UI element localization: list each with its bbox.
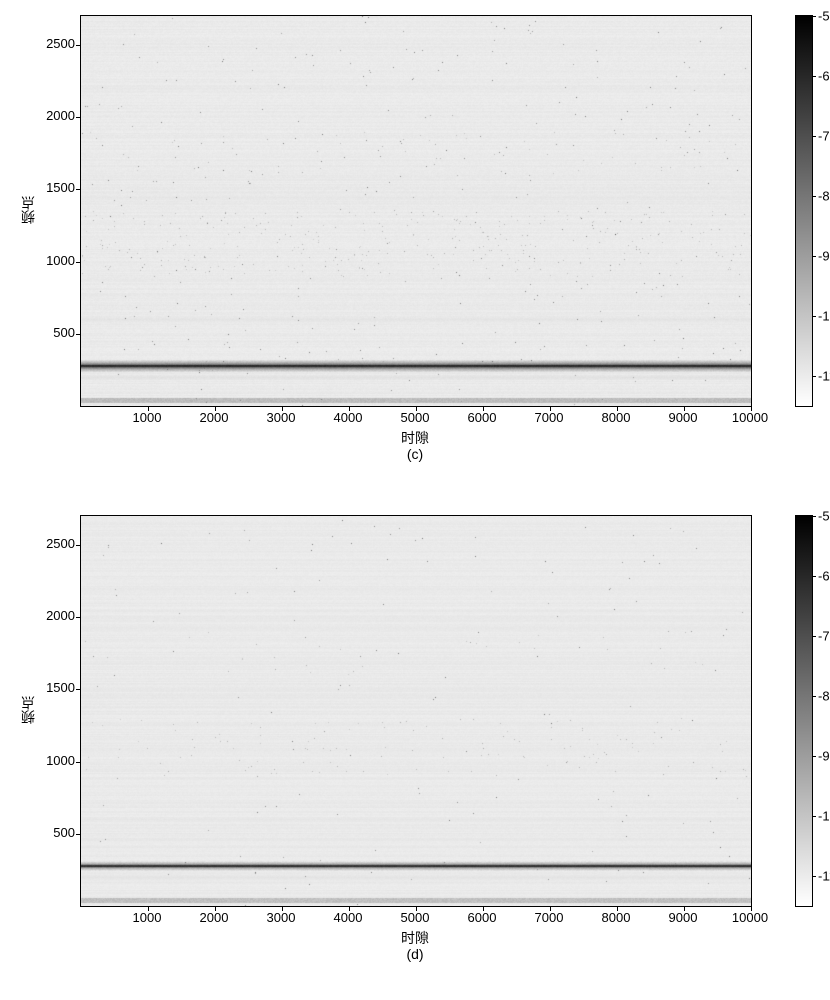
- xtick-label: 1000: [133, 910, 162, 925]
- cb-tick-mark: [812, 136, 816, 137]
- ytick-label: 500: [35, 825, 75, 840]
- xtick-label: 10000: [732, 910, 768, 925]
- spectrogram-canvas-c: [81, 16, 751, 406]
- colorbar-c: -50 -60 -70 -80 -90 -100 -110: [795, 15, 813, 407]
- xtick-label: 7000: [535, 910, 564, 925]
- colorbar-gradient: [796, 516, 812, 906]
- xtick-label: 5000: [401, 910, 430, 925]
- xtick-label: 2000: [200, 910, 229, 925]
- xtick-label: 9000: [669, 910, 698, 925]
- ytick-label: 2000: [35, 608, 75, 623]
- ytick-label: 2500: [35, 536, 75, 551]
- subplot-label-c: (c): [80, 446, 750, 462]
- x-axis-label-c: 时隙: [80, 428, 750, 448]
- xtick-label: 2000: [200, 410, 229, 425]
- cb-tick-mark: [812, 516, 816, 517]
- ytick-label: 2000: [35, 108, 75, 123]
- cb-tick-mark: [812, 16, 816, 17]
- cb-tick-label: -70: [818, 129, 830, 144]
- ytick-label: 1500: [35, 180, 75, 195]
- panel-d: 500 1000 1500 2000 2500 1000 2000 3000 4…: [0, 510, 830, 990]
- cb-tick-mark: [812, 196, 816, 197]
- ytick-mark: [76, 617, 81, 618]
- y-axis-label-d: 频点: [18, 675, 38, 745]
- cb-tick-label: -110: [818, 869, 830, 884]
- cb-tick-label: -90: [818, 249, 830, 264]
- xtick-label: 5000: [401, 410, 430, 425]
- ytick-mark: [76, 545, 81, 546]
- ytick-label: 500: [35, 325, 75, 340]
- xtick-label: 8000: [602, 410, 631, 425]
- cb-tick-label: -70: [818, 629, 830, 644]
- cb-tick-mark: [812, 576, 816, 577]
- ytick-mark: [76, 762, 81, 763]
- ytick-label: 1500: [35, 680, 75, 695]
- xtick-label: 7000: [535, 410, 564, 425]
- ytick-mark: [76, 45, 81, 46]
- cb-tick-mark: [812, 876, 816, 877]
- ytick-mark: [76, 117, 81, 118]
- cb-tick-label: -80: [818, 689, 830, 704]
- panel-c: 500 1000 1500 2000 2500 1000 2000 3000 4…: [0, 10, 830, 480]
- xtick-label: 8000: [602, 910, 631, 925]
- ytick-label: 1000: [35, 253, 75, 268]
- cb-tick-mark: [812, 636, 816, 637]
- figure-page: 500 1000 1500 2000 2500 1000 2000 3000 4…: [0, 0, 830, 1000]
- xtick-label: 3000: [267, 910, 296, 925]
- cb-tick-label: -60: [818, 69, 830, 84]
- x-axis-label-d: 时隙: [80, 928, 750, 948]
- xtick-label: 4000: [334, 910, 363, 925]
- cb-tick-label: -100: [818, 809, 830, 824]
- xtick-label: 9000: [669, 410, 698, 425]
- ytick-mark: [76, 189, 81, 190]
- cb-tick-label: -60: [818, 569, 830, 584]
- cb-tick-mark: [812, 696, 816, 697]
- xtick-label: 10000: [732, 410, 768, 425]
- xtick-label: 4000: [334, 410, 363, 425]
- cb-tick-label: -100: [818, 309, 830, 324]
- spectrogram-canvas-d: [81, 516, 751, 906]
- subplot-label-d: (d): [80, 946, 750, 962]
- cb-tick-label: -50: [818, 9, 830, 24]
- cb-tick-label: -90: [818, 749, 830, 764]
- cb-tick-mark: [812, 76, 816, 77]
- xtick-label: 6000: [468, 910, 497, 925]
- cb-tick-mark: [812, 376, 816, 377]
- cb-tick-label: -80: [818, 189, 830, 204]
- ytick-mark: [76, 689, 81, 690]
- colorbar-gradient: [796, 16, 812, 406]
- y-axis-label-c: 频点: [18, 175, 38, 245]
- xtick-label: 6000: [468, 410, 497, 425]
- cb-tick-label: -50: [818, 509, 830, 524]
- xtick-label: 3000: [267, 410, 296, 425]
- cb-tick-label: -110: [818, 369, 830, 384]
- ytick-mark: [76, 834, 81, 835]
- plot-area-c: [80, 15, 752, 407]
- cb-tick-mark: [812, 756, 816, 757]
- cb-tick-mark: [812, 816, 816, 817]
- colorbar-d: -50 -60 -70 -80 -90 -100 -110: [795, 515, 813, 907]
- plot-area-d: [80, 515, 752, 907]
- ytick-label: 1000: [35, 753, 75, 768]
- cb-tick-mark: [812, 316, 816, 317]
- ytick-mark: [76, 334, 81, 335]
- xtick-label: 1000: [133, 410, 162, 425]
- ytick-mark: [76, 262, 81, 263]
- ytick-label: 2500: [35, 36, 75, 51]
- cb-tick-mark: [812, 256, 816, 257]
